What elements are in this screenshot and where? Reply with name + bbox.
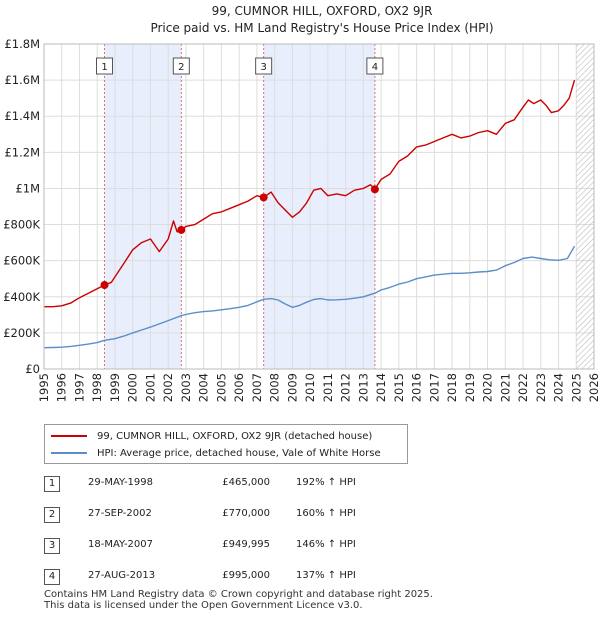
price-chart: 99, CUMNOR HILL, OXFORD, OX2 9JR Price p… [3, 4, 600, 402]
sale-point [177, 225, 186, 234]
sale-date: 27-SEP-2002 [88, 508, 152, 519]
sale-number: 4 [44, 569, 60, 585]
sale-date: 18-MAY-2007 [88, 539, 154, 550]
x-tick-label: 2009 [285, 373, 299, 402]
sale-point [370, 185, 379, 194]
x-tick-label: 2008 [268, 373, 282, 402]
legend-item-hpi: HPI: Average price, detached house, Vale… [51, 445, 381, 461]
y-tick-label: £0 [25, 362, 40, 376]
sale-row: 3 18-MAY-2007 £949,995 146% ↑ HPI [44, 536, 424, 556]
sale-price: £995,000 [222, 570, 270, 581]
x-tick-label: 2022 [516, 373, 530, 402]
x-tick-label: 1997 [72, 373, 86, 402]
sale-number: 3 [44, 538, 60, 554]
legend: 99, CUMNOR HILL, OXFORD, OX2 9JR (detach… [44, 424, 408, 464]
y-tick-label: £1.2M [4, 145, 40, 159]
x-tick-label: 1995 [37, 373, 51, 402]
hpi-line [43, 245, 576, 349]
chart-title: 99, CUMNOR HILL, OXFORD, OX2 9JR [212, 4, 433, 18]
sale-marker-label: 1 [101, 62, 107, 73]
x-tick-label: 1996 [55, 373, 69, 402]
x-tick-label: 2004 [197, 373, 211, 402]
x-tick-label: 2005 [214, 373, 228, 402]
plot-frame [43, 43, 595, 370]
sale-marker-box [366, 57, 384, 75]
sale-period-shade [263, 44, 375, 369]
forecast-hatch [576, 44, 594, 369]
y-tick-label: £1M [15, 181, 40, 195]
x-tick-label: 2003 [179, 373, 193, 402]
x-tick-label: 2013 [356, 373, 370, 402]
footer-licence: This data is licensed under the Open Gov… [44, 600, 363, 611]
x-tick-label: 1999 [108, 373, 122, 402]
x-tick-label: 2010 [303, 373, 317, 402]
sale-point [259, 193, 268, 202]
x-tick-label: 2001 [143, 373, 157, 402]
y-tick-label: £1.6M [4, 73, 40, 87]
x-tick-label: 2017 [427, 373, 441, 402]
x-tick-label: 2014 [374, 373, 388, 402]
x-tick-label: 2020 [481, 373, 495, 402]
sale-hpi-change: 137% ↑ HPI [296, 570, 356, 581]
sale-hpi-change: 146% ↑ HPI [296, 539, 356, 550]
legend-item-property: 99, CUMNOR HILL, OXFORD, OX2 9JR (detach… [51, 428, 372, 444]
sale-number: 2 [44, 507, 60, 523]
sale-price: £949,995 [222, 539, 270, 550]
y-tick-label: £800K [3, 218, 40, 232]
y-tick-label: £600K [3, 254, 40, 268]
sale-number: 1 [44, 476, 60, 492]
sale-point [100, 281, 109, 290]
x-tick-label: 2016 [410, 373, 424, 402]
y-tick-label: £1.4M [4, 109, 40, 123]
x-tick-label: 2015 [392, 373, 406, 402]
x-tick-label: 2019 [463, 373, 477, 402]
y-tick-label: £1.8M [4, 37, 40, 51]
x-tick-label: 1998 [90, 373, 104, 402]
x-tick-label: 2021 [498, 373, 512, 402]
footer-copyright: Contains HM Land Registry data © Crown c… [44, 589, 433, 600]
x-tick-label: 2023 [534, 373, 548, 402]
x-tick-label: 2024 [552, 373, 566, 402]
legend-label-hpi: HPI: Average price, detached house, Vale… [97, 447, 381, 459]
x-tick-label: 2018 [445, 373, 459, 402]
footer: Contains HM Land Registry data © Crown c… [44, 589, 433, 611]
sale-hpi-change: 160% ↑ HPI [296, 508, 356, 519]
legend-swatch-property [51, 435, 87, 437]
sale-marker-box [255, 57, 273, 75]
x-tick-label: 2025 [569, 373, 583, 402]
sale-date: 27-AUG-2013 [88, 570, 156, 581]
legend-swatch-hpi [51, 452, 87, 454]
legend-label-property: 99, CUMNOR HILL, OXFORD, OX2 9JR (detach… [97, 430, 373, 442]
sale-hpi-change: 192% ↑ HPI [296, 477, 356, 488]
x-tick-label: 2002 [161, 373, 175, 402]
sale-marker-box [172, 57, 190, 75]
x-tick-label: 2006 [232, 373, 246, 402]
property-price-line [44, 79, 576, 308]
x-tick-label: 2007 [250, 373, 264, 402]
sale-marker-label: 4 [372, 62, 378, 73]
sale-row: 4 27-AUG-2013 £995,000 137% ↑ HPI [44, 567, 424, 587]
sale-price: £770,000 [222, 508, 270, 519]
chart-subtitle: Price paid vs. HM Land Registry's House … [150, 21, 493, 35]
sale-marker-box [96, 57, 113, 75]
sale-price: £465,000 [222, 477, 270, 488]
sale-marker-label: 3 [260, 62, 266, 73]
sale-date: 29-MAY-1998 [88, 477, 154, 488]
x-tick-label: 2026 [587, 373, 600, 402]
y-tick-label: £400K [3, 290, 40, 304]
x-tick-label: 2012 [339, 373, 353, 402]
sale-marker-label: 2 [178, 62, 184, 73]
sale-row: 1 29-MAY-1998 £465,000 192% ↑ HPI [44, 474, 424, 494]
y-tick-label: £200K [3, 326, 40, 340]
x-tick-label: 2000 [126, 373, 140, 402]
x-tick-label: 2011 [321, 373, 335, 402]
sale-row: 2 27-SEP-2002 £770,000 160% ↑ HPI [44, 505, 424, 525]
